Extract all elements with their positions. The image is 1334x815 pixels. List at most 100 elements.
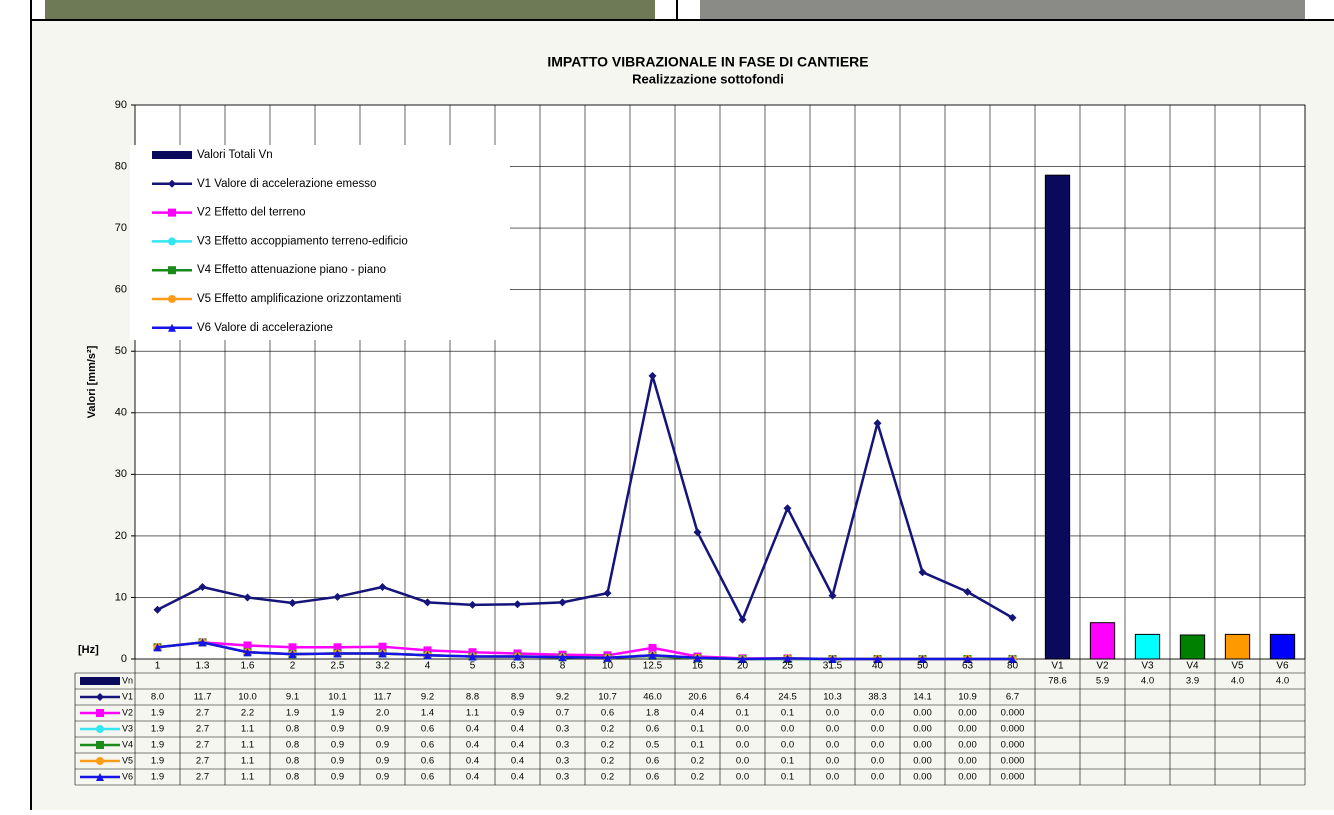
y-tick-label: 20 <box>115 530 127 542</box>
table-cell: 0.0 <box>736 724 749 735</box>
legend-key <box>80 677 120 685</box>
legend-label: V1 Valore di accelerazione emesso <box>197 178 376 190</box>
table-cell: 0.9 <box>376 724 389 735</box>
bar <box>1225 634 1249 659</box>
table-cell: 6.7 <box>1006 692 1019 703</box>
table-cell: 0.000 <box>1001 708 1025 719</box>
table-cell: 0.4 <box>466 740 479 751</box>
marker <box>168 295 176 303</box>
table-cell: 8.9 <box>511 692 524 703</box>
table-cell: 1.9 <box>151 772 164 783</box>
table-cell: 9.2 <box>556 692 569 703</box>
table-cell: 0.0 <box>781 724 794 735</box>
table-cell: 4.0 <box>1231 676 1244 687</box>
bar <box>1135 634 1159 659</box>
table-cell: 1.1 <box>241 772 254 783</box>
x-tick-label: V6 <box>1276 661 1289 672</box>
table-cell: 4.0 <box>1276 676 1289 687</box>
table-cell: 0.9 <box>331 740 344 751</box>
chart: IMPATTO VIBRAZIONALE IN FASE DI CANTIERE… <box>0 0 1334 810</box>
table-cell: 1.9 <box>331 708 344 719</box>
table-cell: 0.2 <box>601 740 614 751</box>
table-cell: 1.1 <box>241 724 254 735</box>
marker <box>649 644 657 652</box>
y-tick-label: 80 <box>115 160 127 172</box>
table-cell: 24.5 <box>778 692 797 703</box>
table-cell: 0.0 <box>826 756 839 767</box>
table-cell: 0.3 <box>556 772 569 783</box>
legend-label: V4 Effetto attenuazione piano - piano <box>197 264 386 276</box>
marker <box>168 209 176 217</box>
table-cell: 0.1 <box>781 772 794 783</box>
x-tick-label: V4 <box>1186 661 1199 672</box>
table-cell: 0.1 <box>691 740 704 751</box>
table-row-label: V2 <box>122 707 133 717</box>
table-cell: 0.8 <box>286 740 299 751</box>
table-cell: 0.00 <box>913 708 932 719</box>
table-row-label: V5 <box>122 755 133 765</box>
x-tick-label: 2 <box>290 661 296 672</box>
table-cell: 0.1 <box>781 708 794 719</box>
y-tick-label: 70 <box>115 222 127 234</box>
table-cell: 6.4 <box>736 692 749 703</box>
table-cell: 0.4 <box>691 708 704 719</box>
table-cell: 0.00 <box>958 756 977 767</box>
table-cell: 0.9 <box>376 756 389 767</box>
table-row-label: Vn <box>122 675 133 685</box>
x-tick-label: 5 <box>470 661 476 672</box>
table-cell: 0.1 <box>691 724 704 735</box>
y-tick-label: 40 <box>115 407 127 419</box>
table-cell: 1.9 <box>151 708 164 719</box>
table-cell: 46.0 <box>643 692 662 703</box>
x-tick-label: 1.6 <box>241 661 255 672</box>
table-cell: 0.3 <box>556 756 569 767</box>
y-tick-label: 30 <box>115 468 127 480</box>
table-cell: 0.4 <box>466 772 479 783</box>
table-cell: 1.9 <box>286 708 299 719</box>
table-cell: 0.2 <box>601 724 614 735</box>
legend-label: Valori Totali Vn <box>197 149 273 161</box>
table-cell: 0.2 <box>601 772 614 783</box>
chart-title: IMPATTO VIBRAZIONALE IN FASE DI CANTIERE <box>547 54 868 70</box>
x-tick-label: 2.5 <box>331 661 345 672</box>
table-cell: 0.8 <box>286 724 299 735</box>
table-cell: 1.9 <box>151 724 164 735</box>
legend-key <box>152 151 192 159</box>
table-cell: 0.00 <box>913 740 932 751</box>
table-cell: 0.0 <box>826 772 839 783</box>
table-cell: 0.0 <box>736 756 749 767</box>
table-cell: 0.8 <box>286 772 299 783</box>
y-axis-label: Valori [mm/s²] <box>86 345 98 418</box>
table-cell: 0.9 <box>331 772 344 783</box>
table-cell: 8.8 <box>466 692 479 703</box>
table-cell: 0.00 <box>913 724 932 735</box>
table-cell: 0.9 <box>331 724 344 735</box>
table-cell: 0.2 <box>691 772 704 783</box>
x-tick-label: 80 <box>1007 661 1019 672</box>
table-row-label: V1 <box>122 691 133 701</box>
table-cell: 0.000 <box>1001 724 1025 735</box>
bar <box>1180 635 1204 659</box>
table-cell: 0.6 <box>646 724 659 735</box>
x-tick-label: 1.3 <box>196 661 210 672</box>
marker <box>96 741 104 749</box>
table-cell: 0.2 <box>691 756 704 767</box>
table-cell: 0.0 <box>736 772 749 783</box>
table-cell: 20.6 <box>688 692 707 703</box>
table-cell: 11.7 <box>194 692 212 703</box>
marker <box>96 709 104 717</box>
table-cell: 0.9 <box>376 772 389 783</box>
x-tick-label: V5 <box>1231 661 1244 672</box>
x-axis-label: [Hz] <box>78 644 99 656</box>
x-tick-label: V2 <box>1096 661 1109 672</box>
table-cell: 0.6 <box>421 740 434 751</box>
y-tick-label: 50 <box>115 345 127 357</box>
table-cell: 0.4 <box>511 772 524 783</box>
chart-subtitle: Realizzazione sottofondi <box>632 71 784 86</box>
x-tick-label: 1 <box>155 661 161 672</box>
table-cell: 11.7 <box>374 692 392 703</box>
table-cell: 5.9 <box>1096 676 1109 687</box>
table-cell: 38.3 <box>868 692 887 703</box>
x-tick-label: 25 <box>782 661 794 672</box>
table-cell: 9.1 <box>286 692 299 703</box>
